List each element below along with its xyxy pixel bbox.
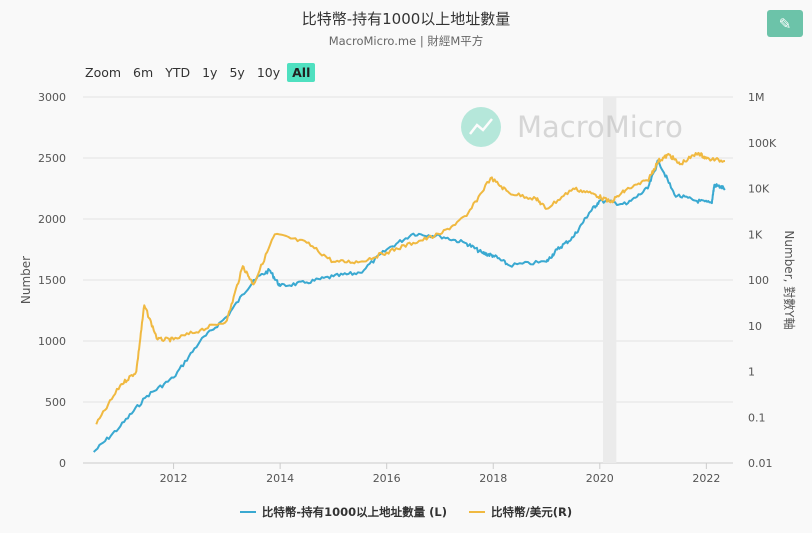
left-tick-label: 3000 [38,91,66,104]
x-tick-label: 2018 [479,472,507,485]
range-10y-button[interactable]: 10y [256,65,281,80]
legend-label: 比特幣-持有1000以上地址數量 (L) [261,505,448,519]
zoom-label: Zoom [85,65,122,80]
left-tick-label: 2500 [38,152,66,165]
edit-button[interactable]: ✎ [767,10,803,37]
right-tick-label: 1M [748,91,765,104]
legend: 比特幣-持有1000以上地址數量 (L) 比特幣/美元(R) [0,504,812,520]
legend-swatch [239,511,256,513]
chart-subtitle: MacroMicro.me | 財經M平方 [328,34,484,48]
legend-label: 比特幣/美元(R) [491,505,573,519]
shaded-band [603,97,617,463]
pencil-icon: ✎ [778,14,792,33]
chart-title: 比特幣-持有1000以上地址數量 [301,10,511,28]
right-tick-label: 0.1 [748,411,766,424]
legend-swatch [469,511,486,513]
range-selector: Zoom 6m YTD 1y 5y 10y All [80,63,317,82]
series-line-addresses [93,159,726,453]
x-tick-label: 2016 [373,472,401,485]
right-tick-label: 100 [748,274,769,287]
x-tick-label: 2014 [266,472,294,485]
range-all-button[interactable]: All [287,63,316,82]
left-axis-title: Number [19,256,33,304]
range-6m-button[interactable]: 6m [133,65,154,80]
right-tick-label: 100K [748,137,777,150]
legend-item-btc-price[interactable]: 比特幣/美元(R) [469,504,572,520]
right-axis-title: Number, 對數Y軸 [782,230,796,329]
left-tick-label: 2000 [38,213,66,226]
x-tick-label: 2022 [692,472,720,485]
right-tick-label: 10 [748,320,762,333]
right-tick-label: 10K [748,183,770,196]
range-ytd-button[interactable]: YTD [165,65,191,80]
left-tick-label: 1000 [38,335,66,348]
x-tick-label: 2012 [160,472,188,485]
right-tick-label: 0.01 [748,457,773,470]
legend-item-addresses[interactable]: 比特幣-持有1000以上地址數量 (L) [239,504,448,520]
watermark: MacroMicro [461,107,683,147]
range-1y-button[interactable]: 1y [202,65,218,80]
left-tick-label: 500 [45,396,66,409]
series-line-btc-price [95,151,726,425]
left-tick-label: 1500 [38,274,66,287]
left-tick-label: 0 [59,457,66,470]
watermark-text: MacroMicro [517,110,683,144]
range-5y-button[interactable]: 5y [229,65,245,80]
right-tick-label: 1K [748,228,763,241]
right-tick-label: 1 [748,366,755,379]
x-tick-label: 2020 [586,472,614,485]
